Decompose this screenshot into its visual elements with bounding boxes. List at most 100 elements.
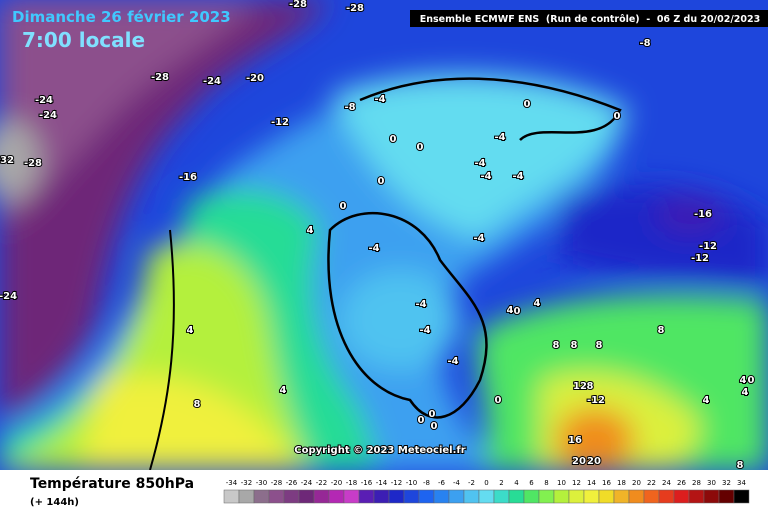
legend-label: 2 xyxy=(499,479,503,487)
legend-swatch xyxy=(343,489,360,504)
contour-label: 8 xyxy=(194,399,201,410)
legend-swatch xyxy=(223,489,240,504)
legend-label: 8 xyxy=(544,479,548,487)
temperature-field xyxy=(0,0,768,470)
legend-swatch xyxy=(643,489,660,504)
contour-label: -4 xyxy=(368,243,379,254)
contour-label: 12 xyxy=(573,381,587,392)
contour-label: -16 xyxy=(694,209,712,220)
legend-swatch xyxy=(508,489,525,504)
contour-label: 8 xyxy=(587,381,594,392)
contour-label: -4 xyxy=(474,158,485,169)
legend-swatch xyxy=(268,489,285,504)
legend-swatch xyxy=(388,489,405,504)
legend-swatch xyxy=(538,489,555,504)
legend-label: 6 xyxy=(529,479,534,487)
legend-swatch xyxy=(238,489,255,504)
legend-swatch xyxy=(523,489,540,504)
legend-swatch xyxy=(583,489,600,504)
contour-label: -28 xyxy=(24,158,42,169)
legend-label: -28 xyxy=(271,479,282,487)
legend-label: -26 xyxy=(286,479,298,487)
legend-label: -20 xyxy=(331,479,342,487)
legend-label: -22 xyxy=(316,479,327,487)
contour-label: 4 xyxy=(534,298,541,309)
contour-label: 0 xyxy=(495,395,502,406)
contour-label: 8 xyxy=(553,340,560,351)
contour-label: 4 xyxy=(187,325,194,336)
contour-label: -28 xyxy=(289,0,307,10)
legend-swatch xyxy=(433,489,450,504)
legend-swatch xyxy=(418,489,435,504)
contour-label: -4 xyxy=(512,171,523,182)
contour-label: 4 xyxy=(307,225,314,236)
legend-label: -24 xyxy=(301,479,313,487)
contour-label: 0 xyxy=(748,375,755,386)
contour-label: -4 xyxy=(447,356,458,367)
contour-label: 4 xyxy=(742,387,749,398)
legend-label: 4 xyxy=(514,479,519,487)
contour-label: 0 xyxy=(514,306,521,317)
contour-label: 0 xyxy=(340,201,347,212)
legend-swatch xyxy=(313,489,330,504)
legend-swatch xyxy=(718,489,735,504)
contour-label: 20 xyxy=(587,456,601,467)
legend-swatch xyxy=(463,489,480,504)
legend-swatch xyxy=(358,489,375,504)
contour-label: 4 xyxy=(740,375,747,386)
legend-label: 12 xyxy=(572,479,581,487)
contour-label: 0 xyxy=(390,134,397,145)
contour-label: 4 xyxy=(280,385,287,396)
legend-swatch xyxy=(553,489,570,504)
legend-label: -2 xyxy=(468,479,475,487)
contour-label: -16 xyxy=(179,172,197,183)
contour-label: -12 xyxy=(699,241,717,252)
legend-label: -10 xyxy=(406,479,417,487)
legend-label: 16 xyxy=(602,479,611,487)
contour-label: -8 xyxy=(639,38,650,49)
legend-label: 28 xyxy=(692,479,701,487)
model-info: Ensemble ECMWF ENS (Run de contrôle) - 0… xyxy=(420,14,761,25)
contour-label: -24 xyxy=(0,291,17,302)
contour-label: -12 xyxy=(271,117,289,128)
legend-label: 0 xyxy=(484,479,488,487)
contour-label: -12 xyxy=(691,253,709,264)
contour-label: 0 xyxy=(418,415,425,426)
legend-swatch xyxy=(688,489,705,504)
legend-label: -18 xyxy=(346,479,357,487)
copyright: Copyright © 2023 Meteociel.fr xyxy=(294,445,465,456)
legend-swatch xyxy=(478,489,495,504)
contour-label: 0 xyxy=(417,142,424,153)
contour-label: 0 xyxy=(431,421,438,432)
legend-label: -4 xyxy=(453,479,461,487)
contour-label: -4 xyxy=(473,233,484,244)
legend-swatch xyxy=(283,489,300,504)
legend-label: -32 xyxy=(241,479,252,487)
contour-label: -20 xyxy=(246,73,264,84)
contour-label: -12 xyxy=(587,395,605,406)
legend: -34 -32 -30 -28 -26 -24 -22 -20 -18 -16 -14 -12 -10-… xyxy=(223,479,750,504)
legend-swatch xyxy=(598,489,615,504)
legend-swatch xyxy=(403,489,420,504)
contour-label: 8 xyxy=(658,325,665,336)
contour-label: -24 xyxy=(39,110,57,121)
time-title: 7:00 locale xyxy=(22,28,145,52)
legend-swatch xyxy=(673,489,690,504)
contour-label: -28 xyxy=(151,72,169,83)
legend-label: -12 xyxy=(391,479,402,487)
legend-label: 34 xyxy=(737,479,746,487)
contour-label: 4 xyxy=(703,395,710,406)
legend-label: 22 xyxy=(647,479,656,487)
contour-label: -4 xyxy=(374,94,385,105)
contour-label: 0 xyxy=(378,176,385,187)
contour-label: -4 xyxy=(415,299,426,310)
contour-label: -24 xyxy=(35,95,53,106)
legend-label: -14 xyxy=(376,479,388,487)
legend-swatch xyxy=(448,489,465,504)
contour-label: 0 xyxy=(614,111,621,122)
contour-label: -32 xyxy=(0,155,14,166)
legend-label: -6 xyxy=(438,479,446,487)
legend-swatch xyxy=(328,489,345,504)
legend-label: 30 xyxy=(707,479,716,487)
contour-label: -8 xyxy=(344,102,355,113)
